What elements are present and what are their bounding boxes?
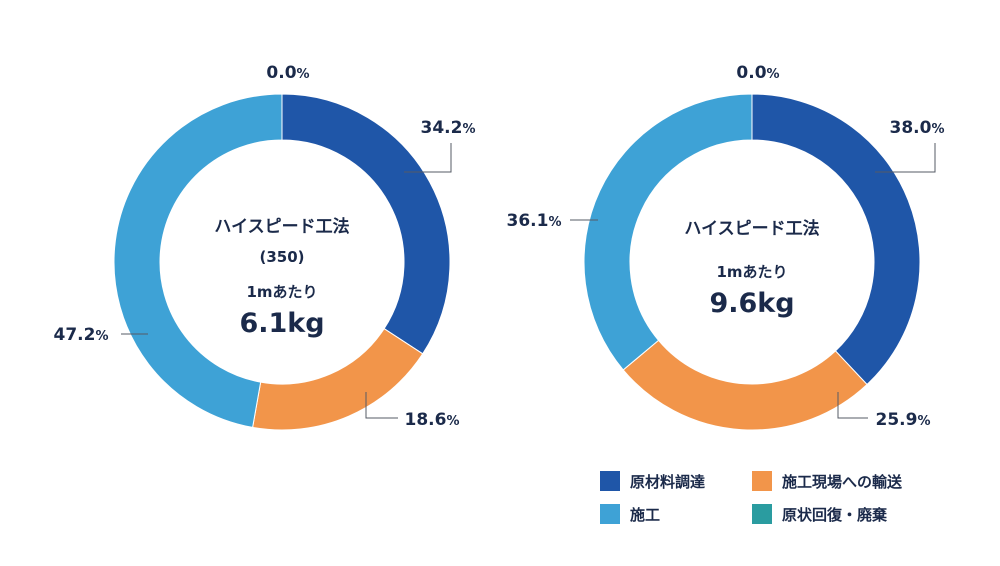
data-label: 0.0% <box>736 63 779 83</box>
data-label-value: 47.2 <box>54 325 96 345</box>
data-label-value: 34.2 <box>421 118 463 138</box>
donut-slice-2 <box>622 339 868 431</box>
data-label-value: 25.9 <box>876 410 918 430</box>
data-label: 34.2% <box>421 118 476 138</box>
legend-item-raw-materials: 原材料調達 <box>600 471 705 491</box>
legend-swatch <box>600 504 620 524</box>
data-label-value: 36.1 <box>507 211 549 231</box>
chart-1-per-unit-label: 1mあたり <box>246 283 317 301</box>
data-label: 38.0% <box>890 118 945 138</box>
data-label-unit: % <box>462 122 475 137</box>
donut-chart-1: 34.2%18.6%47.2%0.0% ハイスピード工法 (350) 1mあたり… <box>54 63 476 431</box>
donut-chart-2: 38.0%25.9%36.1%0.0% ハイスピード工法 1mあたり 9.6kg <box>507 63 945 431</box>
leader-line <box>365 392 398 419</box>
chart-1-subtitle: (350) <box>259 248 304 266</box>
legend-item-transport: 施工現場への輸送 <box>752 471 902 491</box>
legend-item-construction: 施工 <box>600 504 660 524</box>
data-label-value: 38.0 <box>890 118 932 138</box>
donut-slice-1 <box>751 93 921 386</box>
data-label-unit: % <box>548 215 561 230</box>
donut-slice-3 <box>583 93 753 371</box>
donut-slice-3 <box>113 93 283 428</box>
data-label-unit: % <box>297 67 310 82</box>
data-label-unit: % <box>95 329 108 344</box>
data-label-unit: % <box>767 67 780 82</box>
leader-line <box>875 143 936 173</box>
legend-swatch <box>752 504 772 524</box>
chart-2-per-unit-label: 1mあたり <box>716 263 787 281</box>
leader-line <box>837 392 868 419</box>
chart-2-title: ハイスピード工法 <box>684 218 819 239</box>
chart-1-title: ハイスピード工法 <box>214 216 349 237</box>
donut-slice-2 <box>252 327 424 431</box>
data-label-unit: % <box>917 414 930 429</box>
data-label: 18.6% <box>405 410 460 430</box>
data-label: 47.2% <box>54 325 109 345</box>
chart-1-total-value: 6.1kg <box>239 308 324 339</box>
data-label-value: 18.6 <box>405 410 447 430</box>
legend-label: 原材料調達 <box>630 472 706 491</box>
donut-slice-1 <box>281 93 451 355</box>
data-label-value: 0.0 <box>736 63 766 83</box>
data-label: 0.0% <box>266 63 309 83</box>
legend-item-restoration-disposal: 原状回復・廃棄 <box>752 504 887 524</box>
data-label: 36.1% <box>507 211 562 231</box>
leader-line <box>404 143 452 173</box>
data-label-unit: % <box>446 414 459 429</box>
legend-label: 施工 <box>630 505 661 524</box>
data-label-value: 0.0 <box>266 63 296 83</box>
legend-swatch <box>752 471 772 491</box>
legend-label: 施工現場への輸送 <box>782 472 903 491</box>
data-label-unit: % <box>931 122 944 137</box>
data-label: 25.9% <box>876 410 931 430</box>
chart-2-total-value: 9.6kg <box>709 288 794 319</box>
legend: 原材料調達 施工現場への輸送 施工 原状回復・廃棄 <box>600 466 980 536</box>
legend-swatch <box>600 471 620 491</box>
legend-label: 原状回復・廃棄 <box>782 505 888 524</box>
